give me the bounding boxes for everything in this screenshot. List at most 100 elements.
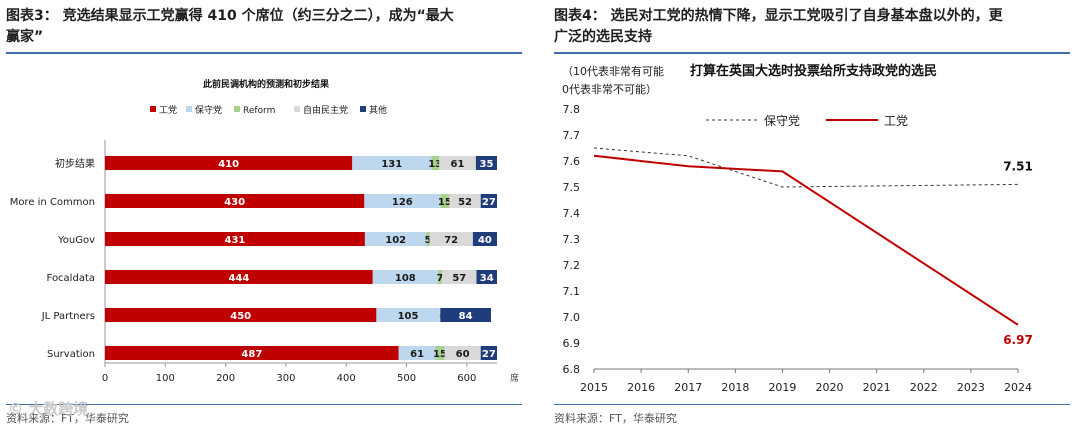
bar-4-0 [475, 156, 497, 170]
x-tick-label-6: 2021 [863, 381, 891, 394]
series-line-conservative [593, 147, 1019, 188]
left-panel: 图表3： 竞选结果显示工党赢得 410 个席位（约三分之二），成为“最大 赢家”… [0, 0, 532, 430]
bar-3-1 [449, 194, 481, 208]
legend-label-3: 自由民主党 [303, 104, 348, 116]
bar-label-0-4: 450 [230, 311, 251, 322]
bar-label-1-4: 105 [398, 311, 419, 322]
y-tick-label-10: 7.8 [563, 103, 581, 116]
bar-label-1-0: 131 [381, 159, 402, 170]
bar-label-0-0: 410 [218, 159, 239, 170]
bar-1-1 [364, 194, 441, 208]
x-tick-label-4: 400 [337, 373, 356, 384]
y-tick-label-3: 7.1 [563, 285, 581, 298]
x-tick-label-7: 2022 [910, 381, 938, 394]
category-label-4: JL Partners [41, 311, 95, 322]
voter-enthusiasm-chart: （10代表非常有可能 打算在英国大选时投票给所支持政党的选民 0代表非常不可能） 6.… [562, 63, 1033, 394]
bar-1-2 [364, 232, 427, 246]
legend-swatch-2 [234, 106, 240, 112]
bar-label-0-2: 431 [225, 235, 246, 246]
bar-label-1-5: 61 [410, 349, 424, 360]
bar-1-3 [372, 270, 438, 284]
legend-swatch-4 [360, 106, 366, 112]
left-source: 资料来源：FT，华泰研究 [6, 412, 129, 425]
bar-1-5 [398, 346, 436, 360]
right-heading: 图表4： 选民对工党的热情下降，显示工党吸引了自身基本盘以外的，更 广泛的选民支… [554, 6, 1070, 48]
right-panel: 图表4： 选民对工党的热情下降，显示工党吸引了自身基本盘以外的，更 广泛的选民支… [548, 0, 1080, 430]
bar-2-1 [440, 194, 450, 208]
bar-label-1-2: 102 [385, 235, 406, 246]
legend-label-0: 工党 [159, 104, 177, 116]
bar-label-0-1: 430 [224, 197, 245, 208]
chart-subtitle-line2: 0代表非常不可能） [562, 82, 657, 96]
y-tick-label-2: 7.0 [563, 311, 581, 324]
right-heading-line2: 广泛的选民支持 [554, 29, 652, 45]
bar-label-0-5: 487 [241, 349, 262, 360]
category-label-0: 初步结果 [55, 157, 95, 170]
bar-label-1-1: 126 [392, 197, 413, 208]
legend-label-4: 其他 [369, 104, 387, 116]
bar-4-3 [476, 270, 497, 284]
bar-0-1 [105, 194, 365, 208]
y-tick-label-1: 6.9 [563, 337, 581, 350]
right-source: 资料来源：FT，华泰研究 [554, 412, 677, 425]
chart-subtitle-prefix: （10代表非常有可能 [562, 64, 664, 78]
bar-2-2 [426, 232, 430, 246]
x-tick-label-9: 2024 [1004, 381, 1032, 394]
x-tick-label-0: 0 [102, 373, 108, 384]
bar-4-4 [440, 308, 491, 322]
right-source-rule [554, 404, 1070, 405]
left-heading-line1: 图表3： 竞选结果显示工党赢得 410 个席位（约三分之二），成为“最大 [6, 8, 454, 24]
category-label-2: YouGov [57, 235, 95, 246]
bar-label-2-2: 5 [424, 235, 431, 246]
x-tick-label-5: 500 [397, 373, 416, 384]
y-tick-label-6: 7.4 [563, 207, 581, 220]
x-tick-label-1: 2016 [627, 381, 655, 394]
x-tick-label-4: 2019 [768, 381, 796, 394]
left-heading: 图表3： 竞选结果显示工党赢得 410 个席位（约三分之二），成为“最大 赢家” [6, 6, 522, 48]
bar-label-4-0: 35 [479, 159, 493, 170]
bar-2-5 [435, 346, 445, 360]
bar-label-3-5: 60 [456, 349, 470, 360]
right-heading-rule [554, 52, 1070, 54]
bar-3-0 [439, 156, 476, 170]
bar-2-0 [431, 156, 440, 170]
left-source-rule [6, 404, 522, 405]
legend-label-conservative: 保守党 [764, 113, 800, 128]
y-tick-label-0: 6.8 [563, 363, 581, 376]
bar-4-5 [480, 346, 497, 360]
bar-label-2-5: 15 [433, 349, 447, 360]
x-tick-label-8: 2023 [957, 381, 985, 394]
end-label-conservative: 7.51 [1003, 159, 1033, 173]
bar-3-5 [444, 346, 481, 360]
bar-label-0-3: 444 [228, 273, 249, 284]
bar-4-1 [480, 194, 497, 208]
bar-label-3-0: 61 [451, 159, 465, 170]
y-tick-label-7: 7.5 [563, 181, 581, 194]
bar-label-4-2: 40 [478, 235, 492, 246]
x-tick-label-0: 2015 [580, 381, 608, 394]
x-tick-label-3: 300 [276, 373, 295, 384]
x-axis-unit: 席 [510, 372, 519, 384]
left-heading-line2: 赢家” [6, 29, 44, 45]
bar-3-4 [439, 308, 441, 322]
watermark-logo: © 大数跨境 [8, 400, 89, 418]
x-tick-label-6: 600 [457, 373, 476, 384]
bar-label-1-3: 108 [395, 273, 416, 284]
bar-1-0 [352, 156, 432, 170]
series-line-labour [593, 154, 1019, 326]
bar-0-5 [105, 346, 399, 360]
legend-label-labour: 工党 [884, 113, 908, 128]
right-heading-line1: 图表4： 选民对工党的热情下降，显示工党吸引了自身基本盘以外的，更 [554, 8, 1003, 24]
bar-label-2-1: 15 [438, 197, 452, 208]
bar-4-2 [472, 232, 497, 246]
bar-label-3-1: 52 [458, 197, 472, 208]
bar-0-3 [105, 270, 373, 284]
bar-label-4-5: 27 [482, 349, 496, 360]
left-heading-rule [6, 52, 522, 54]
y-tick-label-8: 7.6 [563, 155, 581, 168]
bar-1-4 [376, 308, 440, 322]
bar-label-3-2: 72 [444, 235, 458, 246]
chart-title: 打算在英国大选时投票给所支持政党的选民 [690, 63, 937, 79]
bar-0-0 [105, 156, 353, 170]
